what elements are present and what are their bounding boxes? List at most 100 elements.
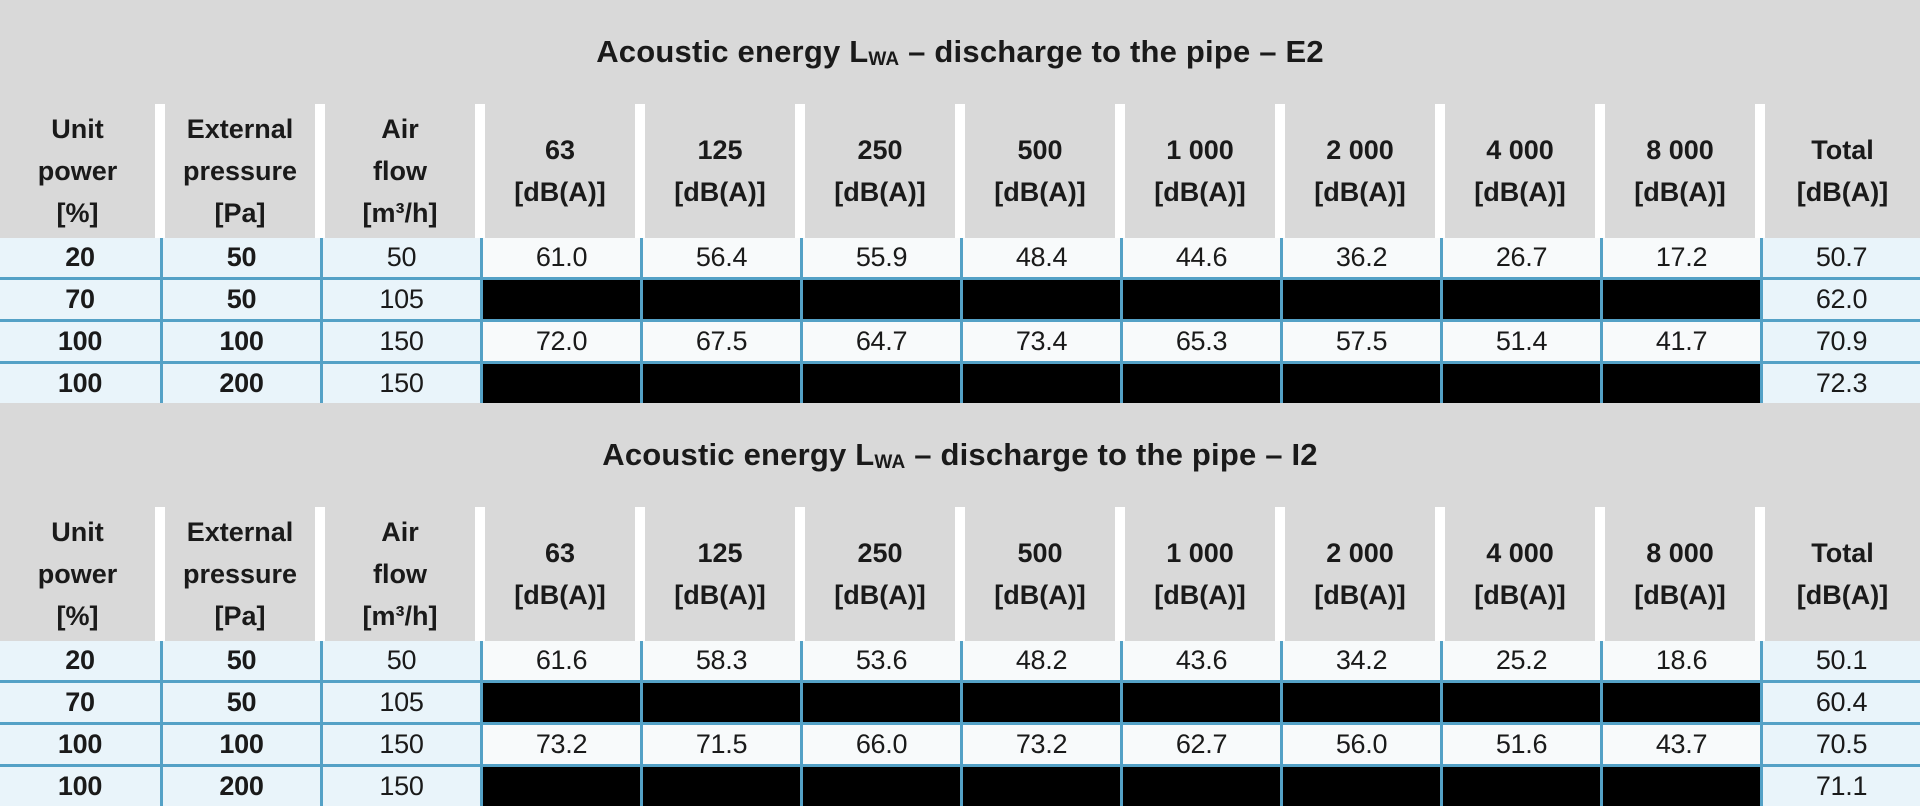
table-title-prefix: Acoustic energy L	[602, 437, 875, 472]
cell-frequency-value: 62.7	[1120, 725, 1280, 764]
cell-frequency-value: 43.6	[1120, 641, 1280, 680]
acoustic-table-e2: Acoustic energy L WA – discharge to the p…	[0, 0, 1920, 403]
cell-frequency-value: 41.7	[1600, 322, 1760, 361]
cell-total: 70.5	[1760, 725, 1920, 764]
cell-frequency-value: 26.7	[1440, 238, 1600, 277]
cell-redacted	[480, 683, 640, 722]
header-freq-250: 250 [dB(A)]	[805, 104, 955, 238]
header-line: [Pa]	[214, 601, 266, 631]
header-line: Air	[381, 114, 419, 144]
cell-redacted	[640, 280, 800, 319]
table-row: 100 200 150 72.3	[0, 361, 1920, 403]
header-line: power	[37, 156, 118, 186]
header-line: 125	[697, 538, 743, 568]
cell-redacted	[1120, 683, 1280, 722]
cell-external-pressure: 200	[160, 767, 320, 806]
cell-redacted	[1440, 683, 1600, 722]
cell-external-pressure: 100	[160, 725, 320, 764]
cell-total: 50.1	[1760, 641, 1920, 680]
cell-total: 60.4	[1760, 683, 1920, 722]
header-total: Total [dB(A)]	[1765, 507, 1920, 641]
cell-frequency-value: 57.5	[1280, 322, 1440, 361]
cell-redacted	[1120, 280, 1280, 319]
header-line: [%]	[56, 601, 99, 631]
header-line: 500	[1017, 135, 1063, 165]
header-line: flow	[373, 559, 427, 589]
cell-unit-power: 70	[0, 280, 160, 319]
cell-redacted	[1600, 364, 1760, 403]
header-line: 2 000	[1326, 135, 1394, 165]
header-line: Unit	[51, 114, 104, 144]
table-body: 20 50 50 61.0 56.4 55.9 48.4 44.6 36.2 26.7 17.2 50…	[0, 238, 1920, 403]
header-external-pressure: External pressure [Pa]	[165, 104, 315, 238]
cell-frequency-value: 61.6	[480, 641, 640, 680]
cell-air-flow: 150	[320, 364, 480, 403]
cell-frequency-value: 51.4	[1440, 322, 1600, 361]
header-air-flow: Air flow [m³/h]	[325, 104, 475, 238]
header-total: Total [dB(A)]	[1765, 104, 1920, 238]
header-line: [dB(A)]	[1154, 580, 1246, 610]
header-row: Unit power [%] External pressure [Pa] Air flow […	[0, 104, 1920, 238]
cell-redacted	[480, 364, 640, 403]
cell-external-pressure: 100	[160, 322, 320, 361]
cell-redacted	[1440, 280, 1600, 319]
table-row: 100 100 150 72.0 67.5 64.7 73.4 65.3 57.5 51.4 41.…	[0, 319, 1920, 361]
header-line: External	[186, 517, 294, 547]
header-line: power	[37, 559, 118, 589]
table-row: 100 200 150 71.1	[0, 764, 1920, 806]
cell-unit-power: 100	[0, 725, 160, 764]
cell-unit-power: 100	[0, 364, 160, 403]
cell-redacted	[960, 683, 1120, 722]
cell-unit-power: 20	[0, 641, 160, 680]
header-freq-4000: 4 000 [dB(A)]	[1445, 507, 1595, 641]
cell-total: 62.0	[1760, 280, 1920, 319]
cell-frequency-value: 17.2	[1600, 238, 1760, 277]
table-title-e2: Acoustic energy L WA – discharge to the p…	[0, 0, 1920, 104]
header-line: [dB(A)]	[514, 580, 606, 610]
cell-total: 71.1	[1760, 767, 1920, 806]
header-freq-8000: 8 000 [dB(A)]	[1605, 104, 1755, 238]
cell-frequency-value: 48.4	[960, 238, 1120, 277]
cell-redacted	[640, 683, 800, 722]
cell-external-pressure: 50	[160, 641, 320, 680]
header-line: [dB(A)]	[674, 177, 766, 207]
cell-total: 50.7	[1760, 238, 1920, 277]
cell-redacted	[1280, 364, 1440, 403]
header-freq-125: 125 [dB(A)]	[645, 104, 795, 238]
header-line: [dB(A)]	[514, 177, 606, 207]
header-freq-500: 500 [dB(A)]	[965, 104, 1115, 238]
cell-frequency-value: 71.5	[640, 725, 800, 764]
cell-redacted	[960, 280, 1120, 319]
cell-frequency-value: 72.0	[480, 322, 640, 361]
cell-unit-power: 20	[0, 238, 160, 277]
header-line: pressure	[182, 559, 298, 589]
cell-redacted	[960, 767, 1120, 806]
header-line: 500	[1017, 538, 1063, 568]
cell-frequency-value: 51.6	[1440, 725, 1600, 764]
header-air-flow: Air flow [m³/h]	[325, 507, 475, 641]
cell-air-flow: 150	[320, 767, 480, 806]
cell-total: 70.9	[1760, 322, 1920, 361]
header-freq-63: 63 [dB(A)]	[485, 104, 635, 238]
cell-redacted	[1120, 767, 1280, 806]
header-line: 250	[857, 538, 903, 568]
header-line: [dB(A)]	[834, 580, 926, 610]
header-line: [m³/h]	[362, 198, 438, 228]
acoustic-table-i2: Acoustic energy L WA – discharge to the p…	[0, 403, 1920, 806]
cell-frequency-value: 44.6	[1120, 238, 1280, 277]
cell-redacted	[1280, 767, 1440, 806]
table-body: 20 50 50 61.6 58.3 53.6 48.2 43.6 34.2 25.2 18.6 50…	[0, 641, 1920, 806]
table-title-subscript: WA	[868, 49, 900, 70]
header-line: [dB(A)]	[1796, 177, 1889, 207]
cell-redacted	[800, 683, 960, 722]
header-line: External	[186, 114, 294, 144]
table-title-i2: Acoustic energy L WA – discharge to the p…	[0, 403, 1920, 507]
cell-unit-power: 70	[0, 683, 160, 722]
header-line: 63	[544, 135, 576, 165]
cell-air-flow: 150	[320, 322, 480, 361]
header-line: [dB(A)]	[834, 177, 926, 207]
header-line: [dB(A)]	[1314, 177, 1406, 207]
table-row: 100 100 150 73.2 71.5 66.0 73.2 62.7 56.0 51.6 43.…	[0, 722, 1920, 764]
header-line: 4 000	[1486, 135, 1554, 165]
table-row: 20 50 50 61.0 56.4 55.9 48.4 44.6 36.2 26.7 17.2 50…	[0, 238, 1920, 277]
